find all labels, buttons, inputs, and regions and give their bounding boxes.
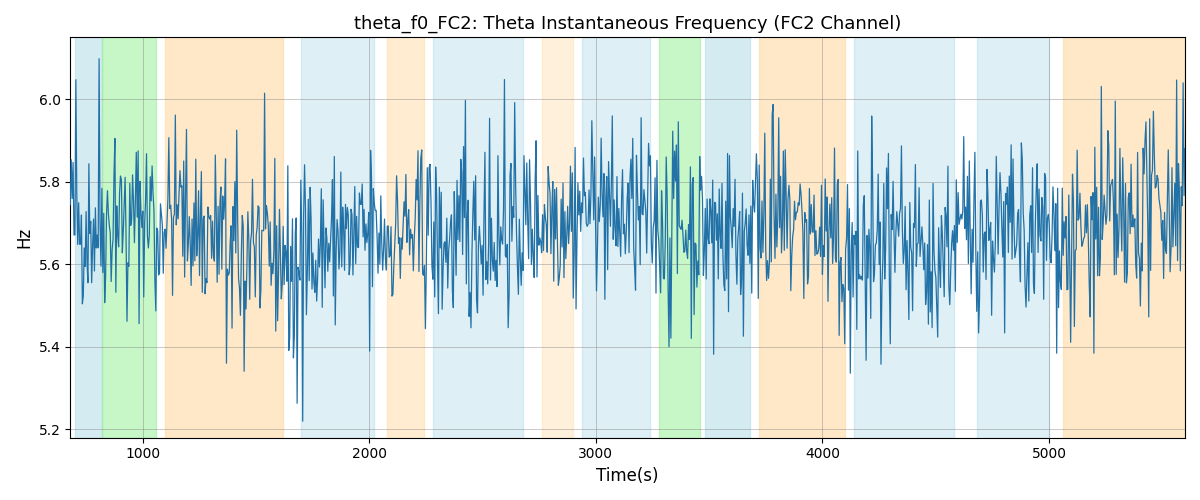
- Bar: [760, 38, 845, 438]
- Bar: [102, 38, 156, 438]
- Bar: [854, 38, 954, 438]
- Y-axis label: Hz: Hz: [16, 227, 34, 248]
- Bar: [433, 38, 523, 438]
- Bar: [301, 38, 374, 438]
- Bar: [704, 38, 750, 438]
- X-axis label: Time(s): Time(s): [596, 467, 659, 485]
- Bar: [1063, 38, 1184, 438]
- Bar: [977, 38, 1049, 438]
- Bar: [582, 38, 650, 438]
- Bar: [659, 38, 700, 438]
- Bar: [388, 38, 424, 438]
- Bar: [541, 38, 574, 438]
- Title: theta_f0_FC2: Theta Instantaneous Frequency (FC2 Channel): theta_f0_FC2: Theta Instantaneous Freque…: [354, 15, 901, 34]
- Bar: [74, 38, 102, 438]
- Bar: [166, 38, 283, 438]
